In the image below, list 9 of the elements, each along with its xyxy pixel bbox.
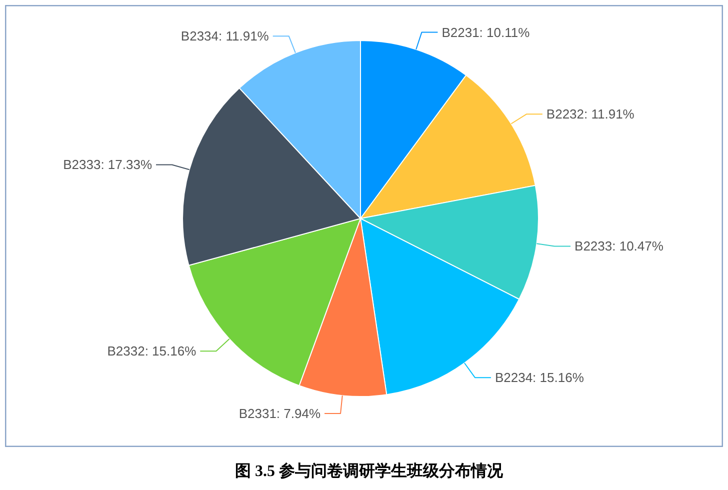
slice-label: B2331: 7.94% [238, 406, 321, 421]
slice-label: B2231: 10.11% [442, 24, 530, 40]
slice-label: B2233: 10.47% [574, 238, 664, 254]
text: 图 3.5 参与问卷调研学生班级分布情况 [235, 461, 503, 482]
slice-label: B2333: 17.33% [63, 157, 152, 172]
slice-label: B2234: 15.16% [494, 370, 584, 386]
slice-label: B2332: 15.16% [107, 344, 197, 359]
slice-label: B2334: 11.91% [180, 28, 270, 44]
slice-label: B2232: 11.91% [546, 106, 635, 122]
